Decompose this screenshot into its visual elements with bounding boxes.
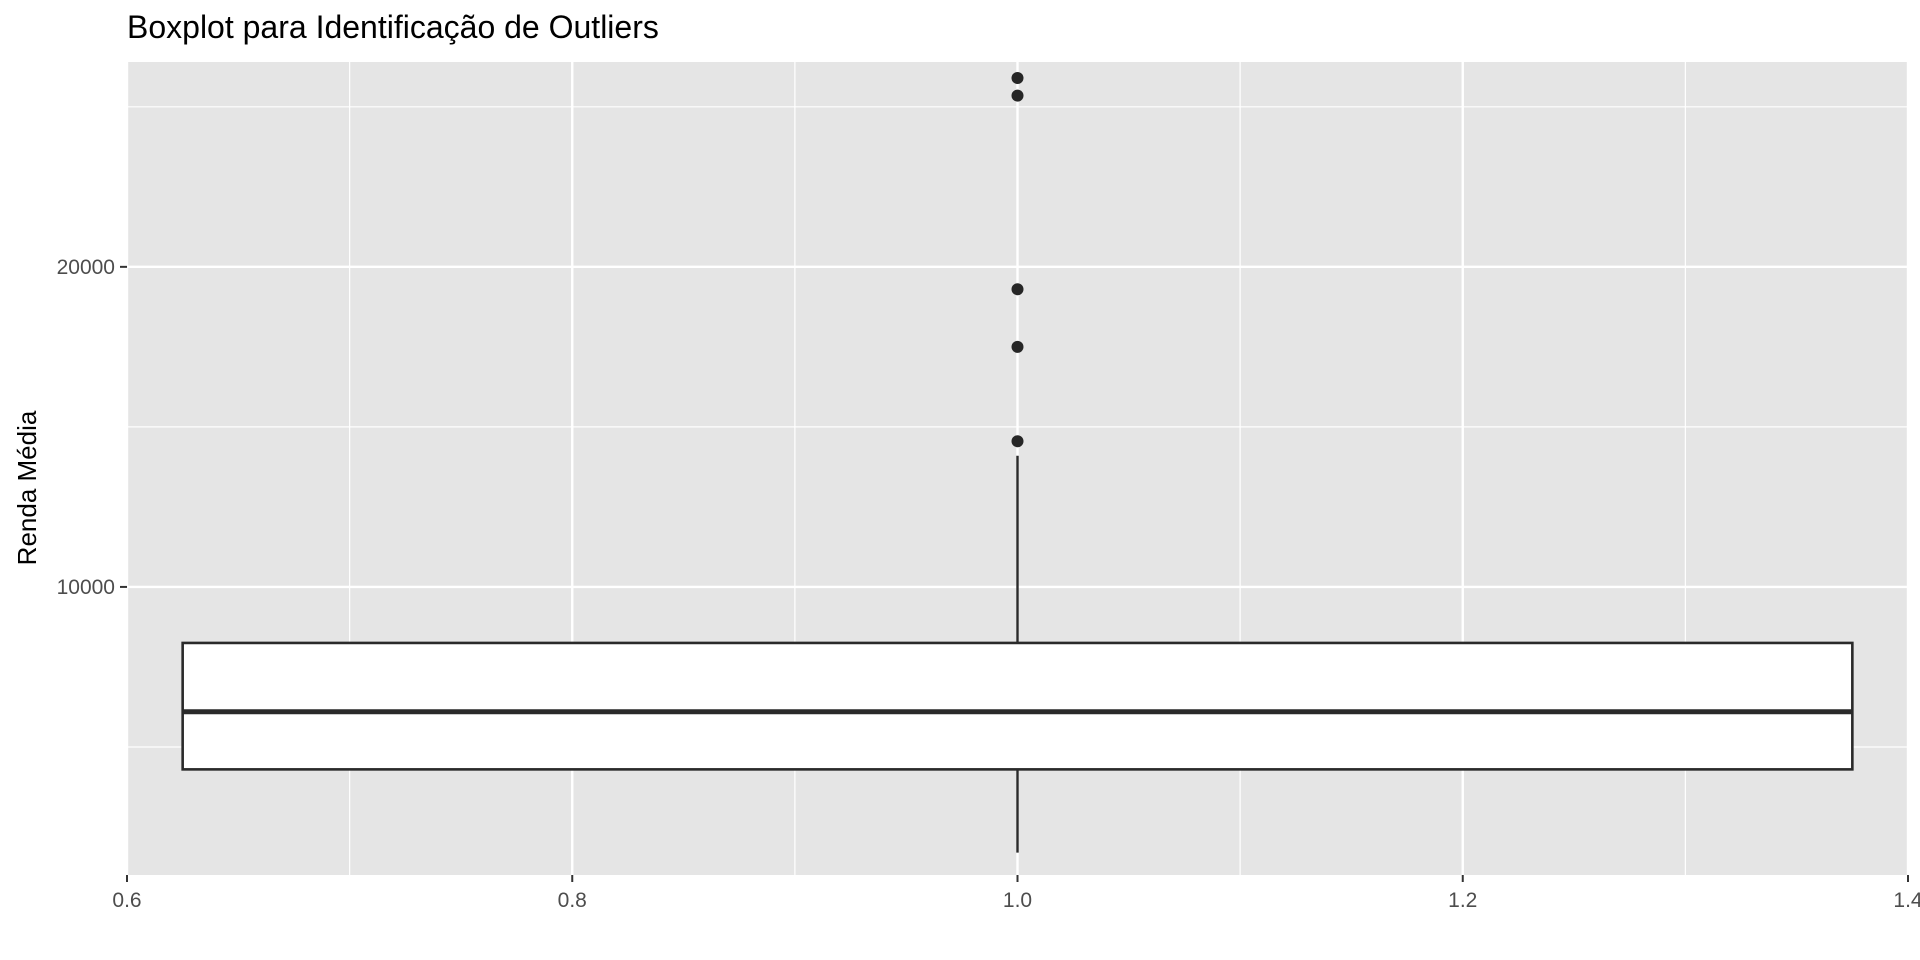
outlier-point [1011,72,1024,85]
plot-area: 0.6 0.8 1.0 1.2 1.4 10000 20000 [57,62,1920,912]
x-tick-label: 1.2 [1448,889,1477,912]
outlier-point [1011,283,1024,296]
y-tick-label: 10000 [57,576,115,599]
x-tick-label: 1.4 [1893,889,1920,912]
chart-title: Boxplot para Identificação de Outliers [127,9,659,45]
x-tick-label: 1.0 [1003,889,1032,912]
y-tick-label: 20000 [57,256,115,279]
box-iqr [181,641,1854,771]
outlier-point [1011,435,1024,448]
outlier-point [1011,89,1024,102]
y-axis-title: Renda Média [12,410,42,565]
x-tick-label: 0.6 [112,889,141,912]
x-tick-label: 0.8 [558,889,587,912]
outlier-point [1011,340,1024,353]
